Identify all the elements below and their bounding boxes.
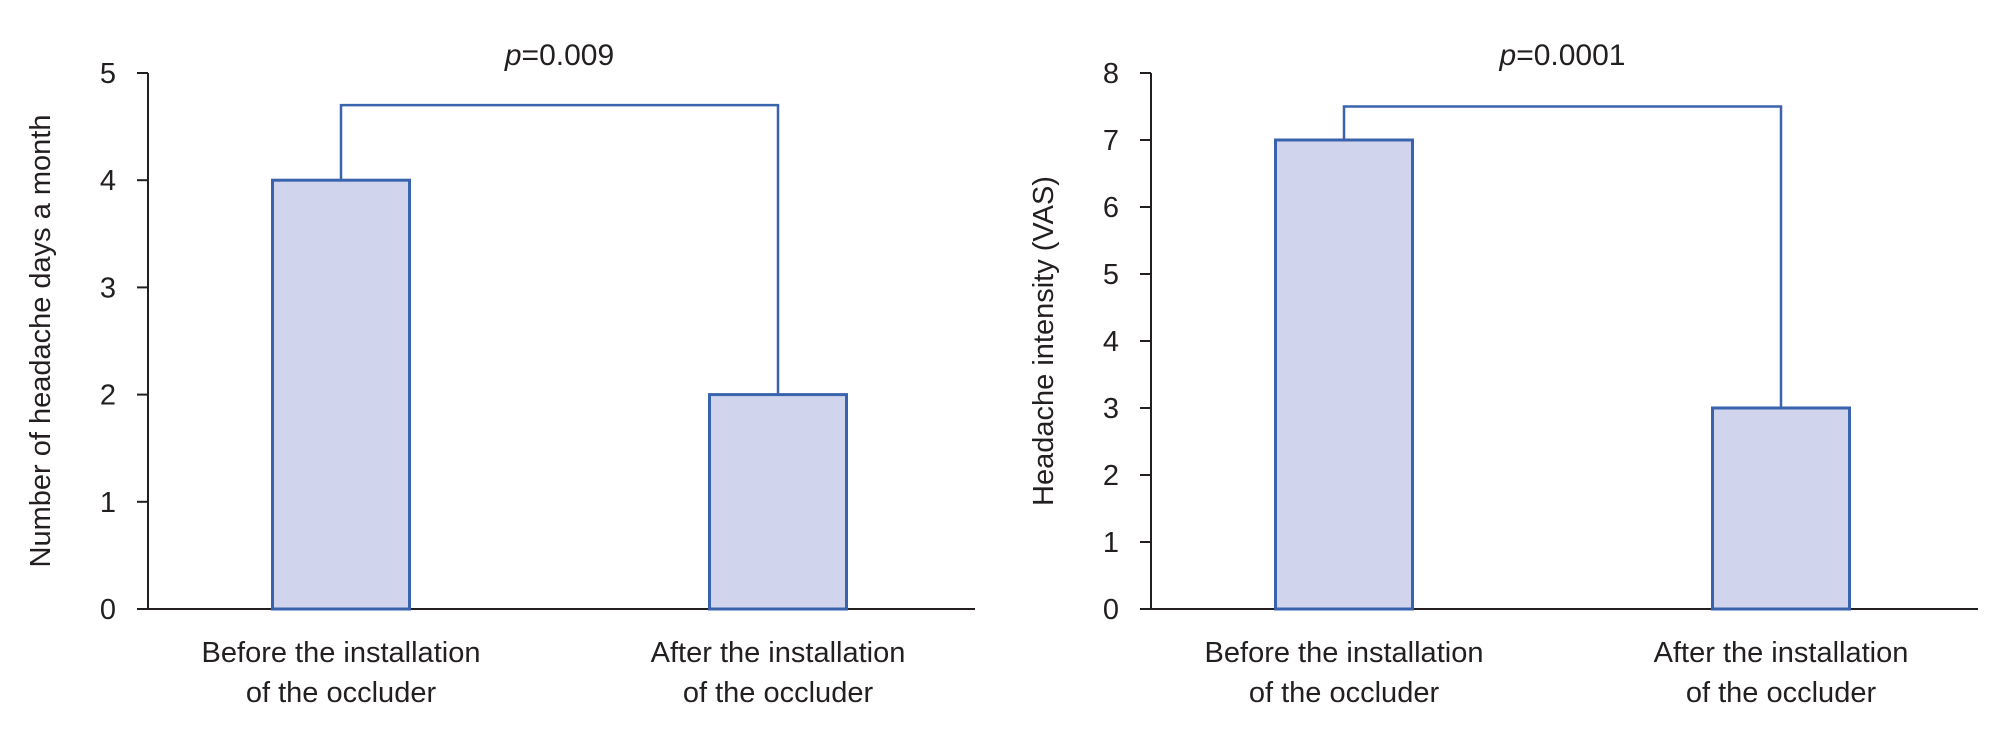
y-tick-label: 4 — [100, 165, 116, 197]
chart-panel-1: 0 1 2 3 4 5 Number of headache days a month Bef… — [25, 39, 975, 709]
y-tick-label: 5 — [1103, 259, 1119, 291]
y-tick-label: 2 — [1103, 460, 1119, 492]
p-value-label: p=0.0001 — [1499, 39, 1626, 72]
y-axis-label: Number of headache days a month — [25, 115, 57, 568]
x-category-label: After the installation of the occluder — [651, 637, 906, 709]
y-tick-label: 3 — [100, 272, 116, 304]
y-tick-label: 7 — [1103, 125, 1119, 157]
y-tick-label: 4 — [1103, 326, 1119, 358]
bar-after — [1711, 406, 1851, 611]
y-tick-label: 3 — [1103, 393, 1119, 425]
y-tick-label: 1 — [100, 487, 116, 519]
x-category-label: Before the installation of the occluder — [1205, 637, 1484, 709]
bar-before — [271, 178, 411, 611]
y-tick-label: 8 — [1103, 58, 1119, 90]
y-tick-label: 0 — [1103, 594, 1119, 626]
y-tick-label: 5 — [100, 58, 116, 90]
x-category-label: After the installation of the occluder — [1654, 637, 1909, 709]
y-tick-label: 2 — [100, 380, 116, 412]
p-value-label: p=0.009 — [504, 39, 614, 72]
chart-panel-2: 0 1 2 3 4 5 6 7 8 Headache intensity (VAS) Before … — [1028, 39, 1978, 709]
y-tick-label: 1 — [1103, 527, 1119, 559]
y-axis-label: Headache intensity (VAS) — [1028, 176, 1060, 506]
x-category-label: Before the installation of the occluder — [202, 637, 481, 709]
bar-before — [1274, 138, 1414, 611]
y-tick-label: 6 — [1103, 192, 1119, 224]
y-tick-label: 0 — [100, 594, 116, 626]
significance-bracket — [339, 103, 780, 395]
bar-after — [708, 393, 848, 611]
significance-bracket — [1342, 105, 1783, 408]
